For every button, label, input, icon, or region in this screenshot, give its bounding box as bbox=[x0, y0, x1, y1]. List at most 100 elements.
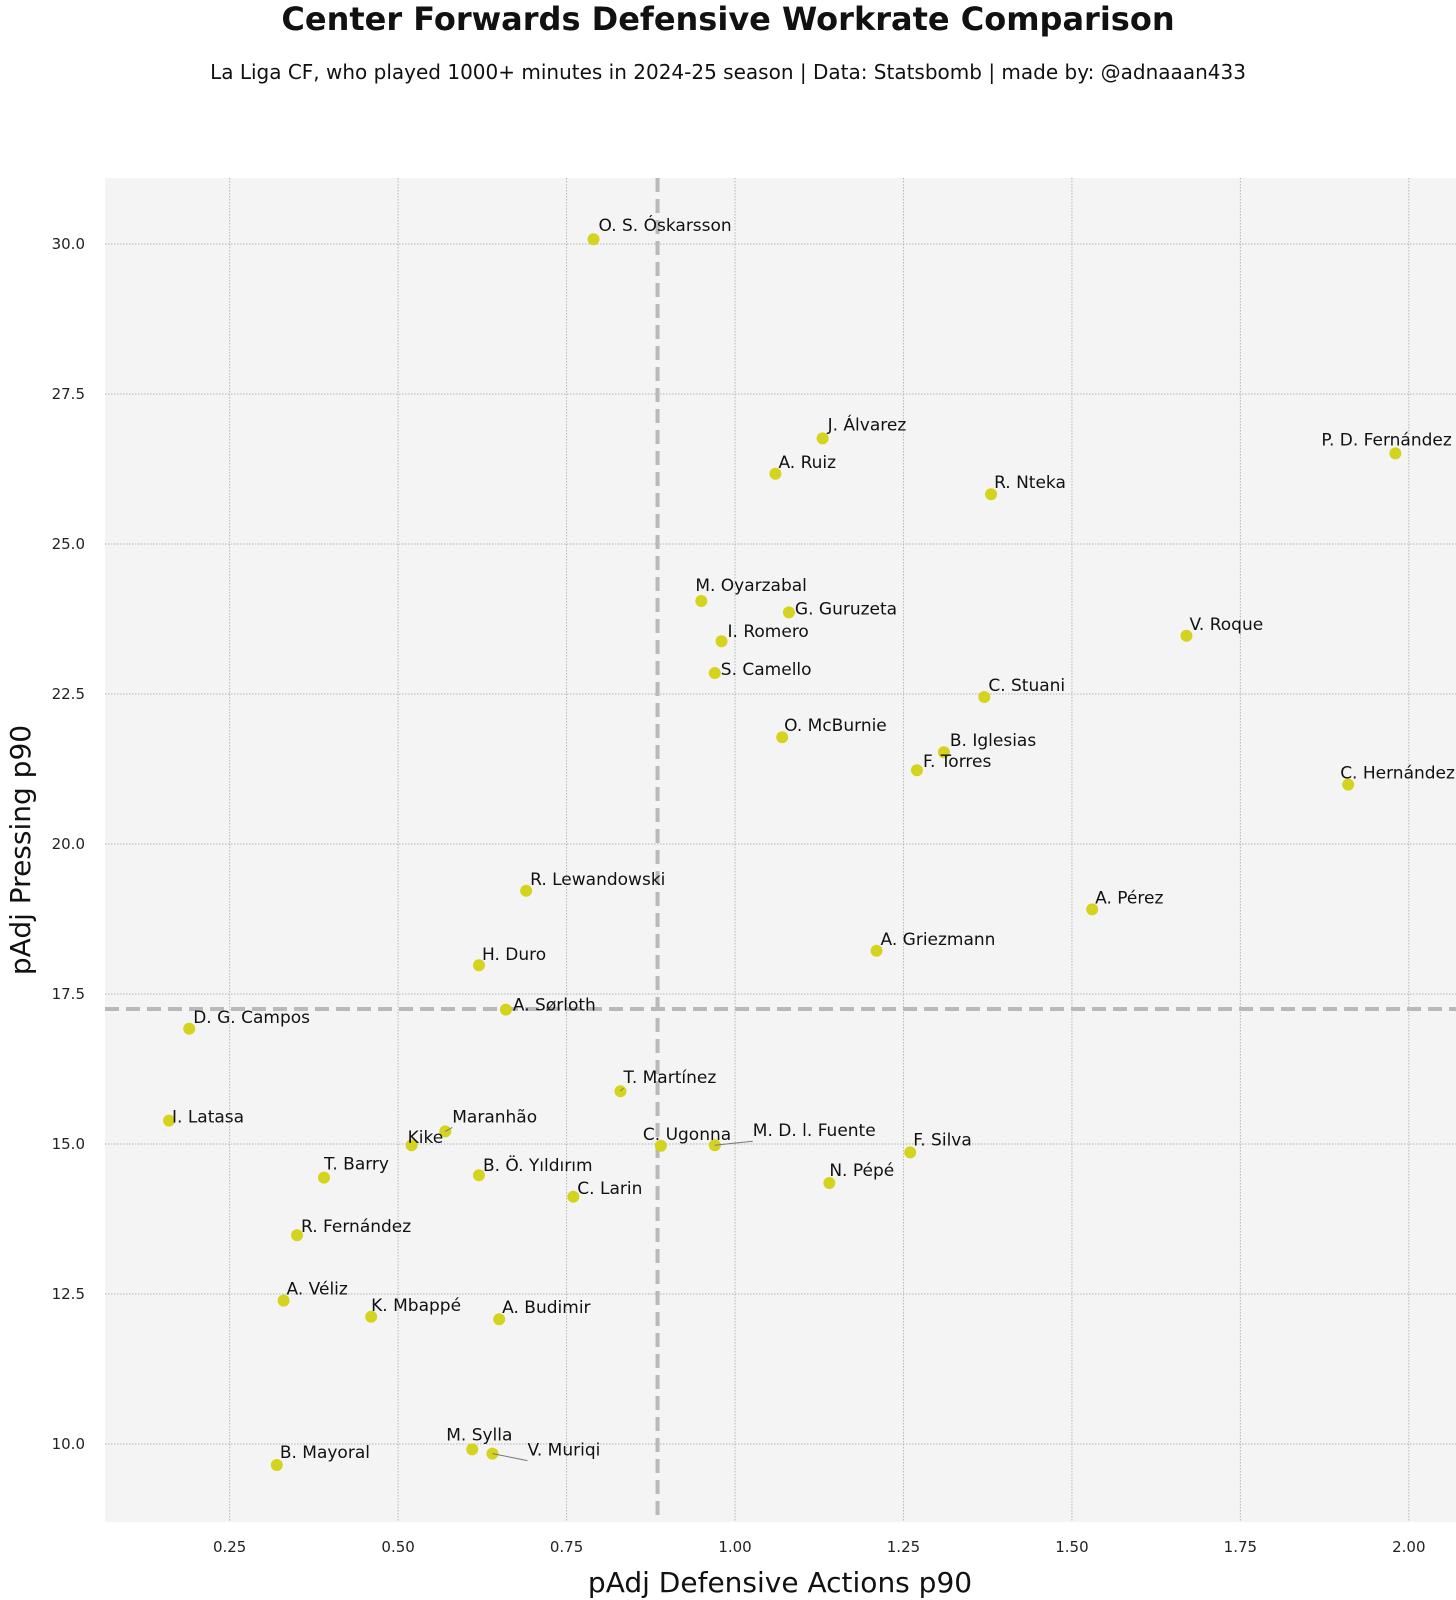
data-point bbox=[1180, 629, 1193, 642]
point-label: D. G. Campos bbox=[193, 1008, 310, 1028]
point-label: K. Mbappé bbox=[371, 1296, 461, 1316]
x-tick-label: 0.75 bbox=[550, 1538, 583, 1556]
point-label: I. Romero bbox=[728, 622, 809, 642]
point-label: F. Silva bbox=[913, 1130, 972, 1150]
data-point bbox=[365, 1310, 378, 1323]
point-label: V. Muriqi bbox=[527, 1441, 600, 1461]
x-tick-label: 1.75 bbox=[1224, 1538, 1257, 1556]
data-point bbox=[782, 606, 795, 619]
data-point bbox=[769, 467, 782, 480]
y-tick-label: 30.0 bbox=[52, 235, 85, 253]
data-point bbox=[776, 731, 789, 744]
label-leader-line bbox=[445, 1126, 453, 1132]
point-label: S. Camello bbox=[721, 660, 812, 680]
point-label: A. Budimir bbox=[502, 1298, 590, 1318]
y-tick-label: 22.5 bbox=[52, 685, 85, 703]
data-point bbox=[183, 1022, 196, 1035]
data-point bbox=[587, 233, 600, 246]
y-tick-label: 10.0 bbox=[52, 1435, 85, 1453]
label-leader-line bbox=[620, 1087, 624, 1092]
point-label: M. Oyarzabal bbox=[695, 576, 807, 596]
point-label: R. Fernández bbox=[301, 1217, 411, 1237]
data-point bbox=[910, 764, 923, 777]
point-label: A. Sørloth bbox=[513, 996, 596, 1016]
y-tick-label: 20.0 bbox=[52, 835, 85, 853]
data-point bbox=[277, 1294, 290, 1307]
data-point bbox=[466, 1443, 479, 1456]
y-tick-label: 12.5 bbox=[52, 1285, 85, 1303]
reference-lines bbox=[105, 178, 1456, 1522]
point-label: T. Martínez bbox=[622, 1068, 716, 1088]
point-label: O. McBurnie bbox=[784, 716, 887, 736]
data-point bbox=[163, 1114, 176, 1127]
data-point bbox=[499, 1003, 512, 1016]
data-point bbox=[715, 635, 728, 648]
data-point bbox=[317, 1171, 330, 1184]
data-point bbox=[978, 691, 991, 703]
data-point bbox=[520, 884, 533, 897]
point-label: N. Pépé bbox=[829, 1161, 894, 1181]
point-label: G. Guruzeta bbox=[795, 599, 897, 619]
point-label: B. Ö. Yıldırım bbox=[483, 1154, 593, 1176]
point-label: C. Hernández bbox=[1340, 764, 1455, 784]
point-label: F. Torres bbox=[923, 752, 992, 772]
y-axis-label: pAdj Pressing p90 bbox=[4, 725, 37, 975]
plot-area bbox=[105, 178, 1456, 1522]
data-point bbox=[904, 1146, 917, 1159]
x-axis-label: pAdj Defensive Actions p90 bbox=[588, 1566, 972, 1599]
data-point bbox=[937, 746, 950, 759]
x-tick-label: 0.50 bbox=[381, 1538, 414, 1556]
data-point bbox=[870, 944, 883, 957]
data-point bbox=[472, 959, 485, 972]
point-label: C. Larin bbox=[577, 1179, 642, 1199]
point-label: A. Ruiz bbox=[778, 453, 836, 473]
data-point bbox=[816, 432, 829, 445]
point-label: J. Álvarez bbox=[827, 413, 907, 435]
point-label: Kike bbox=[408, 1128, 444, 1148]
data-points bbox=[163, 233, 1402, 1471]
data-point bbox=[567, 1190, 580, 1203]
data-point bbox=[1342, 778, 1355, 791]
x-tick-label: 1.50 bbox=[1055, 1538, 1088, 1556]
point-label: H. Duro bbox=[482, 945, 546, 965]
point-label: C. Ugonna bbox=[643, 1125, 731, 1145]
data-point bbox=[472, 1169, 485, 1182]
point-label: V. Roque bbox=[1189, 615, 1263, 635]
y-tick-label: 27.5 bbox=[52, 385, 85, 403]
data-point bbox=[1389, 447, 1402, 460]
grid bbox=[105, 178, 1456, 1522]
point-label: R. Lewandowski bbox=[530, 870, 665, 890]
point-label: O. S. Óskarsson bbox=[599, 214, 732, 236]
x-tick-label: 0.25 bbox=[213, 1538, 246, 1556]
point-label: A. Véliz bbox=[287, 1280, 348, 1300]
point-labels: O. S. Óskarsson J. Álvarez P. D. Fernández… bbox=[172, 214, 1455, 1463]
y-tick-label: 15.0 bbox=[52, 1135, 85, 1153]
x-axis-ticks: 0.25 0.50 0.75 1.00 1.25 1.50 1.75 2.00 bbox=[213, 1538, 1426, 1556]
x-tick-label: 2.00 bbox=[1392, 1538, 1425, 1556]
y-tick-label: 25.0 bbox=[52, 535, 85, 553]
label-leader-line bbox=[714, 1140, 753, 1146]
data-point bbox=[270, 1459, 283, 1471]
point-label: M. Sylla bbox=[446, 1425, 512, 1445]
point-label: T. Barry bbox=[323, 1155, 389, 1175]
point-label: B. Mayoral bbox=[280, 1443, 370, 1463]
label-leader-line bbox=[492, 1453, 528, 1462]
data-point bbox=[823, 1177, 836, 1189]
data-point bbox=[493, 1313, 506, 1326]
x-tick-label: 1.00 bbox=[718, 1538, 751, 1556]
data-point bbox=[708, 667, 721, 679]
data-point bbox=[985, 488, 998, 501]
chart-title: Center Forwards Defensive Workrate Compa… bbox=[281, 0, 1175, 38]
point-label: A. Griezmann bbox=[881, 930, 996, 950]
point-label: C. Stuani bbox=[988, 676, 1065, 696]
x-tick-label: 1.25 bbox=[887, 1538, 920, 1556]
point-label: M. D. l. Fuente bbox=[753, 1121, 876, 1141]
data-point bbox=[654, 1139, 667, 1152]
data-point bbox=[405, 1139, 418, 1152]
chart-subtitle: La Liga CF, who played 1000+ minutes in … bbox=[210, 60, 1246, 84]
data-point bbox=[1086, 903, 1099, 916]
point-label: I. Latasa bbox=[172, 1108, 244, 1128]
point-label: Maranhão bbox=[452, 1107, 537, 1127]
point-label: B. Iglesias bbox=[950, 731, 1036, 751]
